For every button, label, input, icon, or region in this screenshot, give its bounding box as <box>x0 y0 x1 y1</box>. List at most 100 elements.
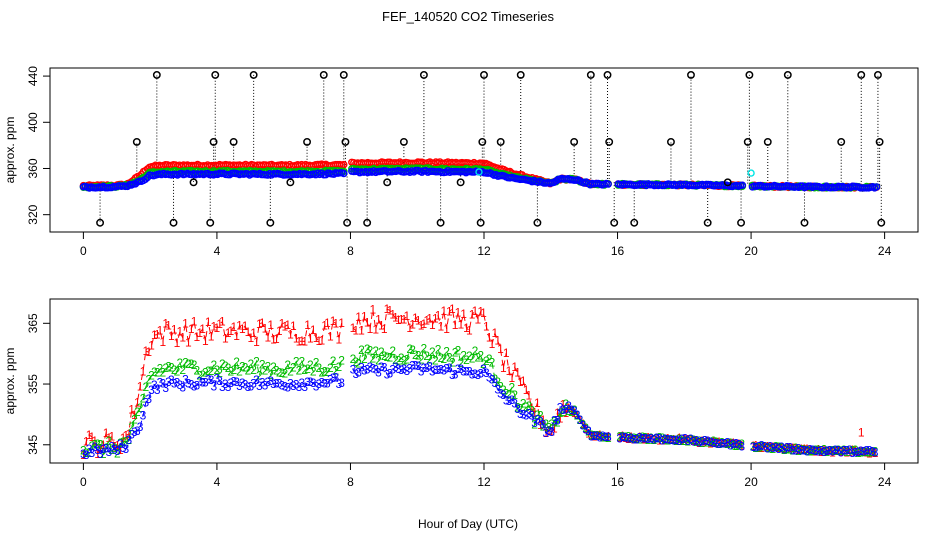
series-marker: 2 <box>83 446 90 460</box>
series-marker: 2 <box>852 443 859 457</box>
series-marker: 3 <box>293 378 300 392</box>
series-marker: 1 <box>585 427 592 441</box>
series-marker: 3 <box>355 366 362 380</box>
spike-point <box>516 70 525 79</box>
series-marker: 2 <box>307 358 314 372</box>
series-marker: 3 <box>503 394 510 408</box>
series-marker: 2 <box>247 357 254 371</box>
series-marker: 3 <box>815 444 822 458</box>
series-marker: 3 <box>602 430 609 444</box>
series-marker: 1 <box>758 441 765 455</box>
series-marker: 1 <box>91 434 98 448</box>
top-panel-x-tick-label: 16 <box>611 244 625 258</box>
series-marker: 2 <box>690 433 697 447</box>
series-marker: 3 <box>687 432 694 446</box>
series-marker: 3 <box>772 441 779 455</box>
bottom-series-3: 3333333333333333333333333333333333333333… <box>80 358 879 462</box>
series-marker: 1 <box>764 439 771 453</box>
series-marker: 2 <box>228 365 235 379</box>
series-marker: 1 <box>131 408 138 422</box>
spike-point <box>630 218 639 227</box>
series-marker: 2 <box>679 434 686 448</box>
series-marker: 1 <box>145 345 152 359</box>
series-marker: 2 <box>645 433 652 447</box>
spike-point <box>383 178 392 187</box>
series-marker: 1 <box>264 331 271 345</box>
series-marker: 3 <box>162 381 169 395</box>
series-marker: 3 <box>733 436 740 450</box>
series-marker: 1 <box>398 312 405 326</box>
series-marker: 3 <box>324 377 331 391</box>
series-marker: 2 <box>772 440 779 454</box>
series-marker: 3 <box>333 371 340 385</box>
series-marker: 1 <box>767 440 774 454</box>
series-marker: 2 <box>523 400 530 414</box>
series-marker: 1 <box>114 438 121 452</box>
series-marker: 3 <box>534 413 541 427</box>
series-marker: 1 <box>736 437 743 451</box>
series-marker: 3 <box>557 401 564 415</box>
bottom-panel-x-tick-label: 4 <box>214 475 221 489</box>
series-marker: 2 <box>846 443 853 457</box>
series-marker: 1 <box>151 328 158 342</box>
series-marker: 2 <box>787 442 794 456</box>
series-marker: 2 <box>80 444 87 458</box>
series-marker: 3 <box>358 361 365 375</box>
series-marker: 3 <box>443 362 450 376</box>
series-marker: 2 <box>299 354 306 368</box>
series-marker: 3 <box>474 368 481 382</box>
series-marker: 1 <box>682 432 689 446</box>
spike-point <box>737 218 746 227</box>
series-marker: 3 <box>511 396 518 410</box>
series-marker: 3 <box>401 362 408 376</box>
series-marker: 1 <box>665 432 672 446</box>
series-marker: 1 <box>846 445 853 459</box>
spike-point <box>229 137 238 146</box>
series-marker: 3 <box>185 377 192 391</box>
series-marker: 2 <box>548 417 555 431</box>
series-marker: 1 <box>94 447 101 461</box>
series-marker: 2 <box>736 439 743 453</box>
series-marker: 1 <box>333 317 340 331</box>
series-marker: 2 <box>185 357 192 371</box>
series-marker: 2 <box>131 412 138 426</box>
series-marker: 3 <box>216 374 223 388</box>
series-marker: 1 <box>483 320 490 334</box>
series-marker: 1 <box>503 346 510 360</box>
series-marker: 3 <box>378 360 385 374</box>
series-marker: 1 <box>804 442 811 456</box>
spike-point <box>610 218 619 227</box>
series-marker: 2 <box>211 358 218 372</box>
series-marker: 3 <box>460 364 467 378</box>
series-marker: 3 <box>472 367 479 381</box>
series-marker: 3 <box>372 363 379 377</box>
series-marker: 3 <box>829 445 836 459</box>
series-marker: 1 <box>148 339 155 353</box>
spike-point <box>478 137 487 146</box>
series-marker: 3 <box>457 362 464 376</box>
spike-point <box>496 137 505 146</box>
series-marker: 2 <box>824 445 831 459</box>
series-marker: 2 <box>866 445 873 459</box>
series-marker: 3 <box>738 440 745 454</box>
series-marker: 2 <box>662 432 669 446</box>
series-marker: 3 <box>843 443 850 457</box>
series-marker: 1 <box>100 438 107 452</box>
series-line <box>82 307 876 456</box>
series-marker: 2 <box>316 361 323 375</box>
series-marker: 3 <box>798 444 805 458</box>
series-marker: 1 <box>701 436 708 450</box>
series-marker: 2 <box>134 405 141 419</box>
series-marker: 3 <box>100 442 107 456</box>
series-marker: 2 <box>486 352 493 366</box>
series-marker: 3 <box>318 375 325 389</box>
series-marker: 1 <box>684 433 691 447</box>
series-marker: 1 <box>676 431 683 445</box>
top-panel-x-tick-label: 12 <box>477 244 491 258</box>
series-marker: 1 <box>233 329 240 343</box>
series-marker: 3 <box>211 380 218 394</box>
series-marker: 3 <box>108 439 115 453</box>
series-marker: 3 <box>750 440 757 454</box>
series-marker: 1 <box>230 320 237 334</box>
series-marker: 3 <box>191 380 198 394</box>
